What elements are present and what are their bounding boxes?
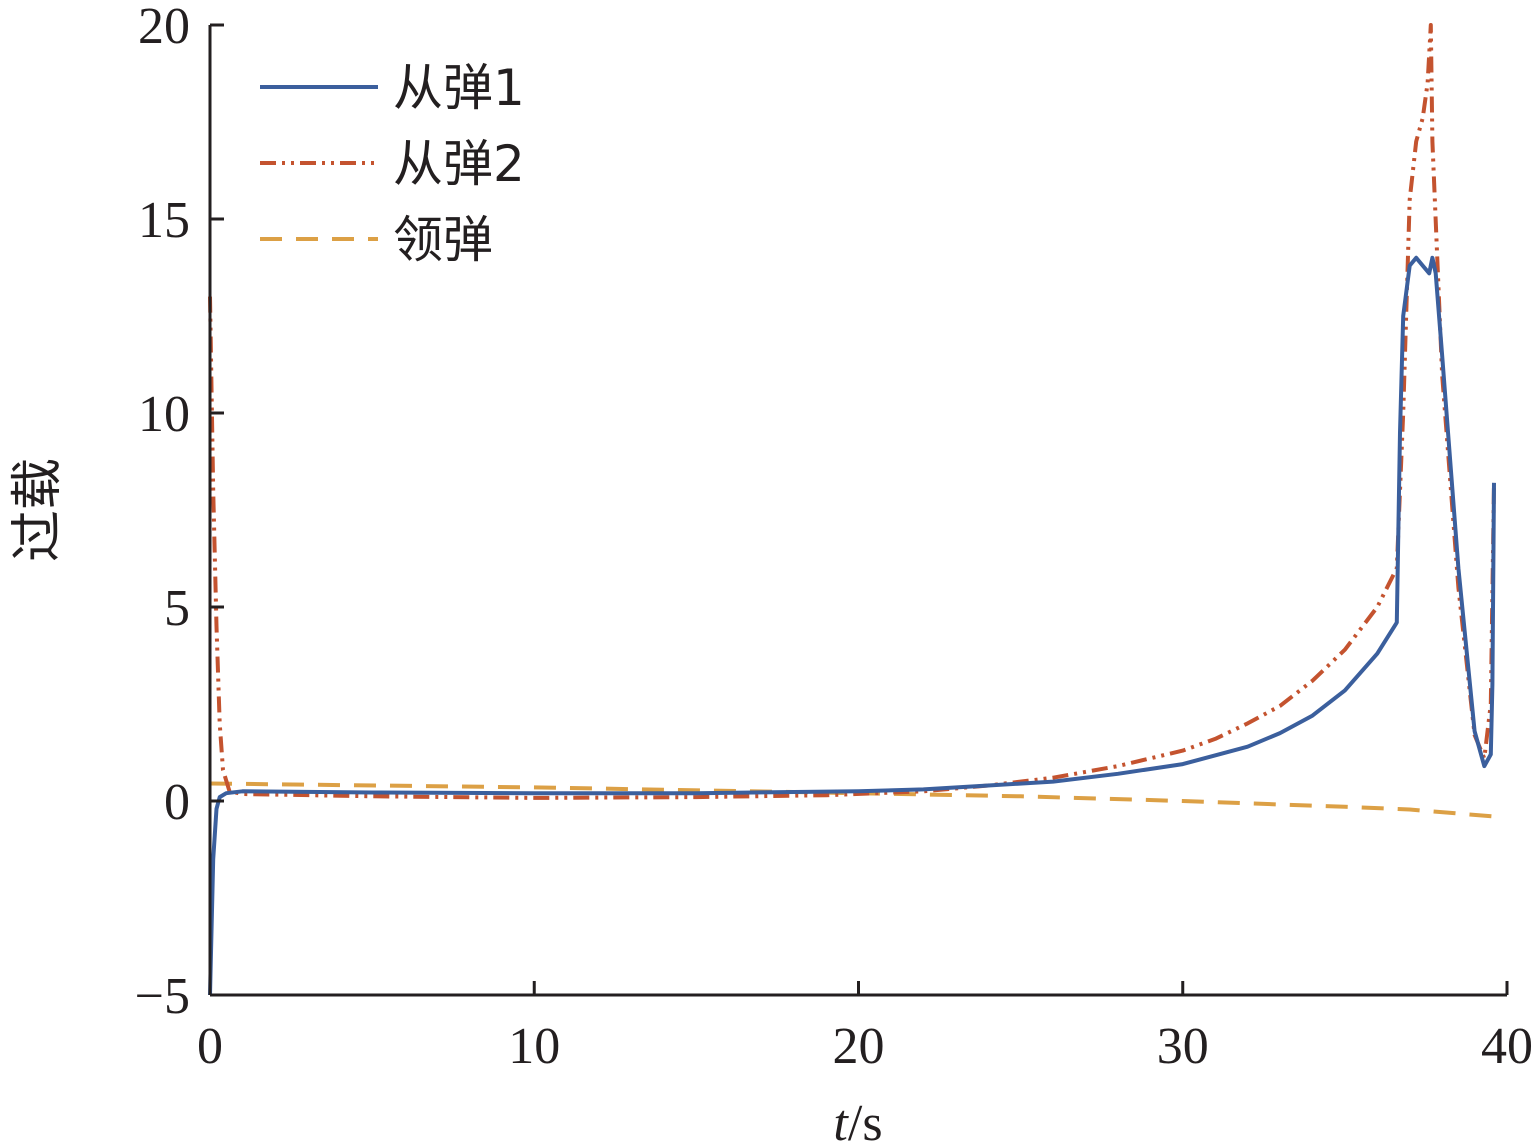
legend-label-1: 从弹1: [393, 59, 525, 117]
legend-label-2: 从弹2: [393, 135, 525, 193]
x-axis-title-unit: /s: [848, 1095, 883, 1146]
x-tick-label: 10: [508, 1018, 560, 1075]
x-tick-label: 20: [833, 1018, 885, 1075]
legend-label-3: 领弹: [393, 211, 493, 269]
x-tick-label: 30: [1157, 1018, 1209, 1075]
y-tick-label: 5: [164, 580, 190, 637]
y-tick-label: −5: [135, 968, 190, 1025]
x-tick-label: 40: [1481, 1018, 1533, 1075]
y-tick-label: 15: [138, 192, 190, 249]
series-line-1: [208, 255, 1496, 996]
x-axis-title: t/s: [833, 1095, 882, 1146]
y-tick-label: 20: [138, 0, 190, 55]
x-axis-title-var: t: [833, 1095, 849, 1146]
plot-lines: [208, 23, 1496, 996]
series-line-3: [209, 781, 1495, 819]
y-tick-label: 10: [138, 386, 190, 443]
series-line-2: [208, 23, 1496, 800]
x-tick-label: 0: [197, 1018, 223, 1075]
axes: [208, 23, 1509, 997]
y-tick-label: 0: [164, 774, 190, 831]
y-axis-title: 过载: [8, 458, 68, 562]
legend: 从弹1 从弹2 领弹: [260, 59, 525, 269]
